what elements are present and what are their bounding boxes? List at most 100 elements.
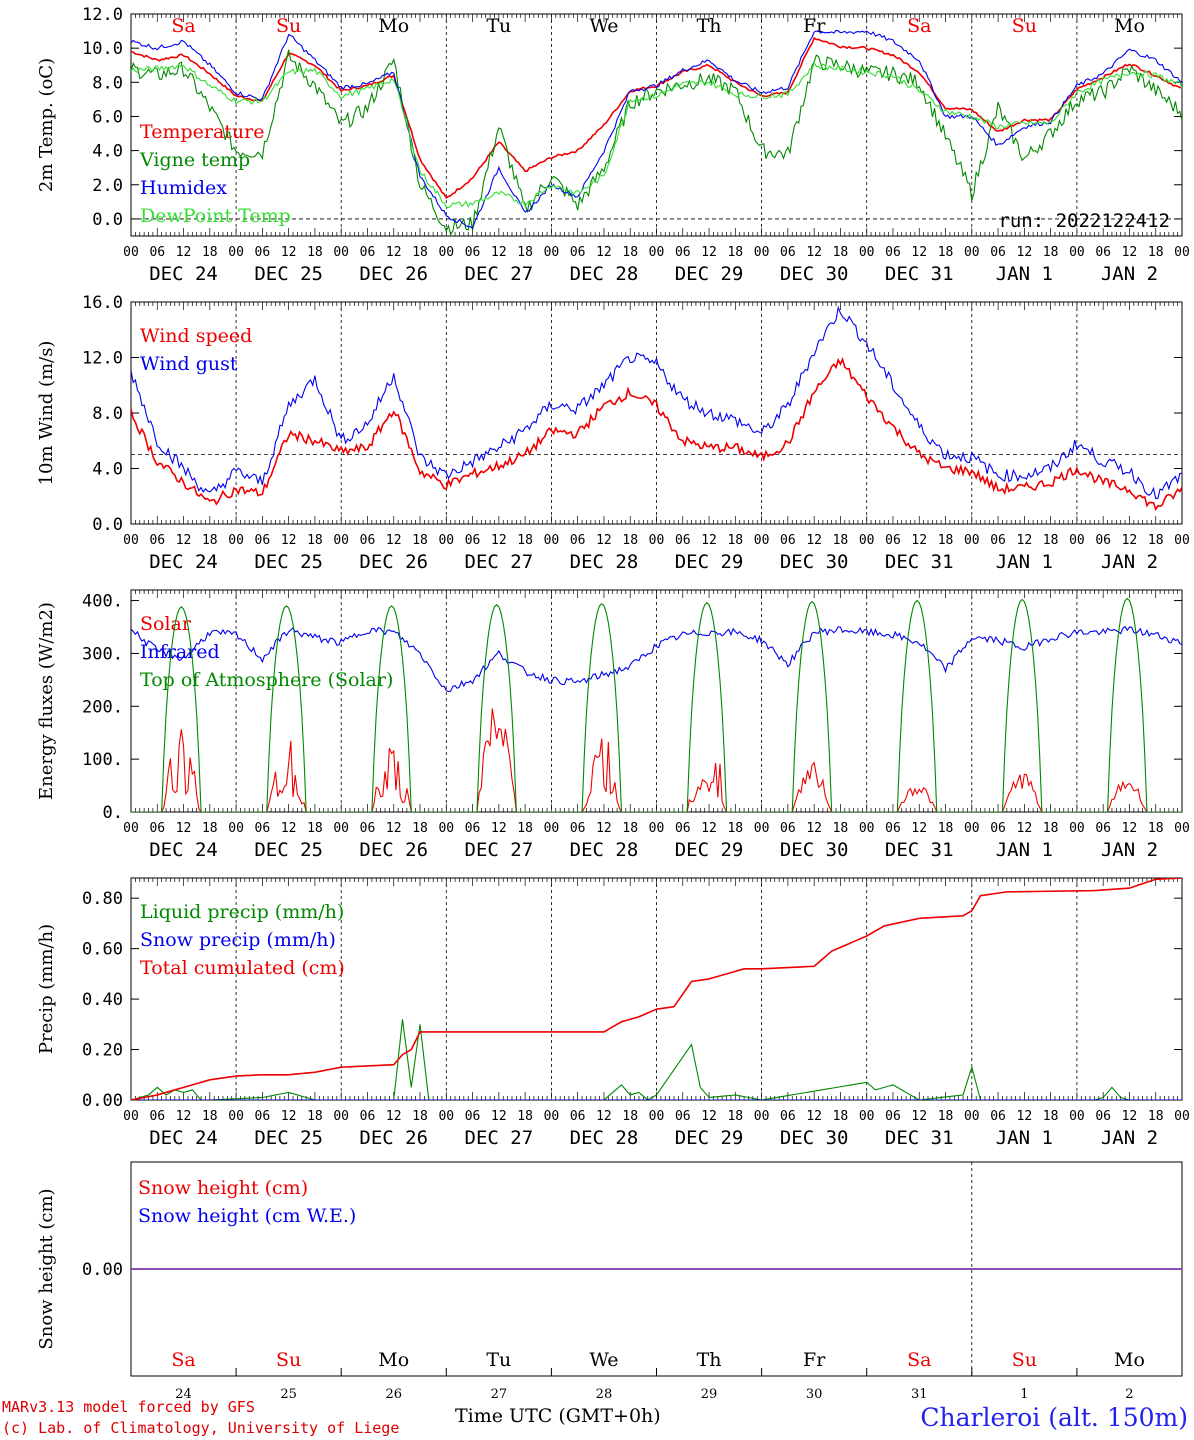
weekday-label: Su: [1012, 1349, 1037, 1371]
hour-label: 00: [544, 533, 560, 548]
y-tick-label: 0.: [103, 803, 123, 823]
hour-label: 00: [1069, 533, 1085, 548]
hour-label: 00: [964, 1109, 980, 1124]
hour-label: 12: [491, 821, 507, 836]
date-label: DEC 31: [885, 839, 954, 861]
date-label: DEC 24: [149, 1127, 218, 1149]
date-label: DEC 24: [149, 551, 218, 573]
date-label: DEC 28: [570, 1127, 639, 1149]
y-tick-label: 10.0: [82, 39, 123, 59]
hour-label: 00: [333, 821, 349, 836]
hour-label: 06: [1095, 1109, 1111, 1124]
hour-label: 18: [1148, 1109, 1164, 1124]
hour-label: 00: [649, 245, 665, 260]
hour-label: 06: [149, 245, 165, 260]
y-tick-label: 0.20: [82, 1041, 123, 1061]
y-tick-label: 400.: [82, 592, 123, 612]
series-line-solar: [131, 708, 1182, 812]
day-number-label: 25: [280, 1387, 297, 1402]
hour-label: 00: [964, 533, 980, 548]
hour-label: 00: [859, 533, 875, 548]
date-label: DEC 27: [465, 839, 534, 861]
credit-model: MARv3.13 model forced by GFS: [2, 1398, 255, 1416]
y-axis-label: 10m Wind (m/s): [36, 341, 57, 486]
legend-entry: Wind speed: [140, 325, 252, 347]
hour-label: 18: [307, 533, 323, 548]
date-label: DEC 25: [254, 1127, 323, 1149]
hour-label: 18: [727, 533, 743, 548]
hour-label: 06: [780, 533, 796, 548]
hour-label: 06: [570, 533, 586, 548]
hour-label: 06: [255, 533, 271, 548]
hour-label: 00: [333, 533, 349, 548]
hour-label: 18: [517, 1109, 533, 1124]
day-number-label: 1: [1020, 1387, 1028, 1402]
hour-label: 00: [438, 245, 454, 260]
date-label: DEC 30: [780, 839, 849, 861]
hour-label: 12: [176, 1109, 192, 1124]
hour-label: 00: [123, 245, 139, 260]
legend-entry: Wind gust: [140, 353, 238, 375]
day-number-label: 2: [1125, 1387, 1133, 1402]
hour-label: 12: [701, 533, 717, 548]
hour-label: 00: [1174, 245, 1190, 260]
date-label: DEC 24: [149, 839, 218, 861]
hour-label: 12: [1122, 1109, 1138, 1124]
hour-label: 06: [675, 821, 691, 836]
hour-label: 06: [675, 245, 691, 260]
hour-label: 00: [649, 1109, 665, 1124]
legend-entry: Snow height (cm W.E.): [138, 1205, 356, 1227]
panel-1: 0.0 2.0 4.0 6.0 8.0 10.0 12.0 2m Temp. (oC) 00 06…: [36, 5, 1190, 285]
date-label: DEC 24: [149, 263, 218, 285]
series-line-infrared: [131, 625, 1182, 693]
date-label: DEC 30: [780, 1127, 849, 1149]
y-tick-label: 2.0: [92, 176, 123, 196]
hour-label: 00: [859, 1109, 875, 1124]
hour-label: 18: [938, 1109, 954, 1124]
hour-label: 12: [491, 245, 507, 260]
hour-label: 12: [701, 245, 717, 260]
hour-label: 12: [1122, 821, 1138, 836]
hour-label: 00: [1069, 821, 1085, 836]
y-tick-label: 200.: [82, 697, 123, 717]
legend-entry: Liquid precip (mm/h): [140, 901, 344, 923]
hour-label: 12: [176, 533, 192, 548]
hour-label: 18: [833, 245, 849, 260]
hour-label: 00: [1069, 245, 1085, 260]
hour-label: 18: [517, 245, 533, 260]
hour-label: 12: [176, 821, 192, 836]
date-label: JAN 2: [1101, 839, 1158, 861]
hour-label: 06: [570, 821, 586, 836]
hour-label: 06: [990, 1109, 1006, 1124]
hour-label: 18: [412, 821, 428, 836]
date-label: DEC 29: [675, 551, 744, 573]
hour-label: 12: [596, 533, 612, 548]
weekday-label: Sa: [171, 15, 195, 37]
hour-label: 18: [307, 1109, 323, 1124]
hour-label: 00: [754, 1109, 770, 1124]
hour-label: 18: [517, 533, 533, 548]
hour-label: 18: [1148, 821, 1164, 836]
weekday-label: We: [589, 1349, 618, 1371]
hour-label: 18: [1043, 1109, 1059, 1124]
hour-label: 00: [754, 821, 770, 836]
series-line-top-of-atmosphere-solar-: [131, 597, 1182, 812]
date-label: DEC 29: [675, 263, 744, 285]
legend-entry: Temperature: [140, 121, 264, 143]
y-tick-label: 0.0: [92, 210, 123, 230]
hour-label: 00: [333, 245, 349, 260]
hour-label: 18: [412, 533, 428, 548]
legend-entry: Solar: [140, 613, 192, 635]
legend-entry: Snow height (cm): [138, 1177, 308, 1199]
hour-label: 12: [281, 821, 297, 836]
legend-entry: Infrared: [140, 641, 220, 663]
hour-label: 18: [938, 821, 954, 836]
series-line-humidex: [131, 29, 1182, 230]
y-axis-label: 2m Temp. (oC): [36, 58, 57, 192]
legend-entry: Total cumulated (cm): [140, 957, 345, 979]
hour-label: 00: [1174, 1109, 1190, 1124]
hour-label: 00: [438, 821, 454, 836]
hour-label: 00: [1069, 1109, 1085, 1124]
hour-label: 12: [281, 245, 297, 260]
